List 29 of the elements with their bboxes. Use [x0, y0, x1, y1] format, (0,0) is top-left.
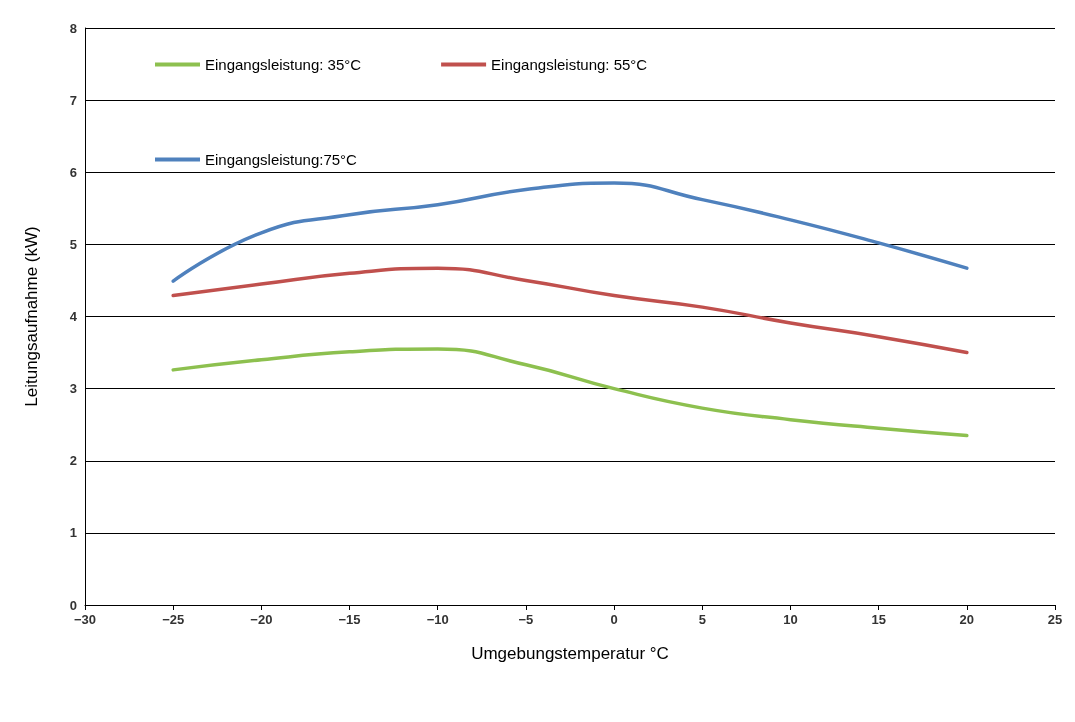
legend-label: Eingangsleistung: 35°C [205, 56, 362, 73]
line-series [171, 347, 969, 438]
y-tick-label: 3 [69, 381, 77, 397]
x-tick-label: −5 [518, 612, 534, 627]
y-tick-label: 6 [69, 164, 77, 180]
x-tick-label: −30 [73, 612, 97, 627]
legend-label: Eingangsleistung: 55°C [491, 56, 648, 73]
x-tick-label: −15 [338, 612, 361, 627]
x-tick-label: 10 [783, 612, 798, 627]
line-series [171, 266, 969, 355]
x-tick-label: 0 [610, 612, 618, 627]
x-tick-label: 25 [1047, 612, 1063, 627]
y-tick-label: 4 [69, 309, 78, 324]
y-tick-label: 2 [69, 453, 77, 469]
x-axis-title: Umgebungstemperatur °C [471, 644, 669, 663]
y-tick-label: 7 [69, 92, 77, 108]
line-series [171, 181, 969, 283]
x-tick-label: 5 [698, 612, 706, 627]
y-tick-label: 8 [69, 20, 77, 36]
x-tick-label: 15 [871, 612, 886, 627]
x-tick-label: 20 [959, 612, 975, 627]
y-tick-label: 0 [69, 597, 77, 613]
y-axis-title: Leitungsaufnahme (kW) [22, 226, 41, 407]
x-tick-label: −25 [162, 612, 185, 627]
legend-label: Eingangsleistung:75°C [205, 151, 358, 168]
y-tick-label: 1 [69, 525, 77, 541]
x-tick-label: −10 [426, 612, 449, 627]
y-tick-label: 5 [69, 236, 77, 252]
x-tick-label: −20 [250, 612, 273, 627]
